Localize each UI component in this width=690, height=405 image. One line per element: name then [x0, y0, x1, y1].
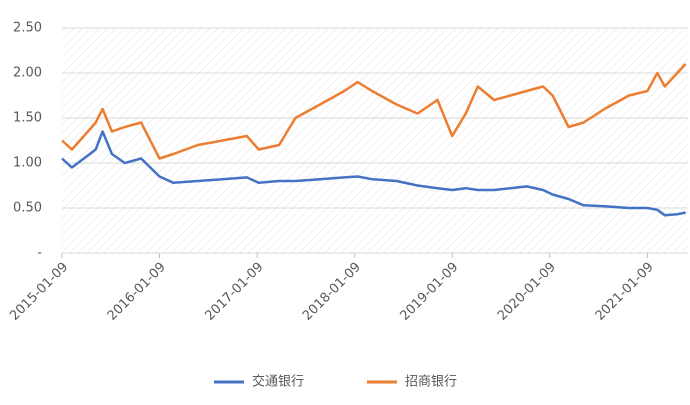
series-line — [61, 130, 686, 217]
legend-label: 招商银行 — [405, 375, 457, 390]
x-tick-label: 2016-01-09 — [105, 260, 169, 324]
y-tick-label: - — [37, 246, 42, 261]
y-tick-label: 1.50 — [13, 111, 42, 126]
x-tick-label: 2017-01-09 — [202, 260, 266, 324]
plot-background — [62, 28, 688, 253]
legend-label: 交通银行 — [252, 374, 304, 390]
x-tick-label: 2020-01-09 — [495, 260, 559, 324]
x-tick-label: 2019-01-09 — [397, 260, 461, 324]
x-tick-label: 2015-01-09 — [7, 260, 71, 324]
x-tick-label: 2018-01-09 — [300, 260, 364, 324]
y-tick-label: 0.50 — [13, 201, 42, 216]
y-tick-label: 2.00 — [13, 66, 42, 81]
y-tick-label: 1.00 — [13, 156, 42, 171]
x-tick-label: 2021-01-09 — [593, 260, 657, 324]
y-tick-label: 2.50 — [13, 21, 42, 36]
series-line — [61, 63, 687, 160]
